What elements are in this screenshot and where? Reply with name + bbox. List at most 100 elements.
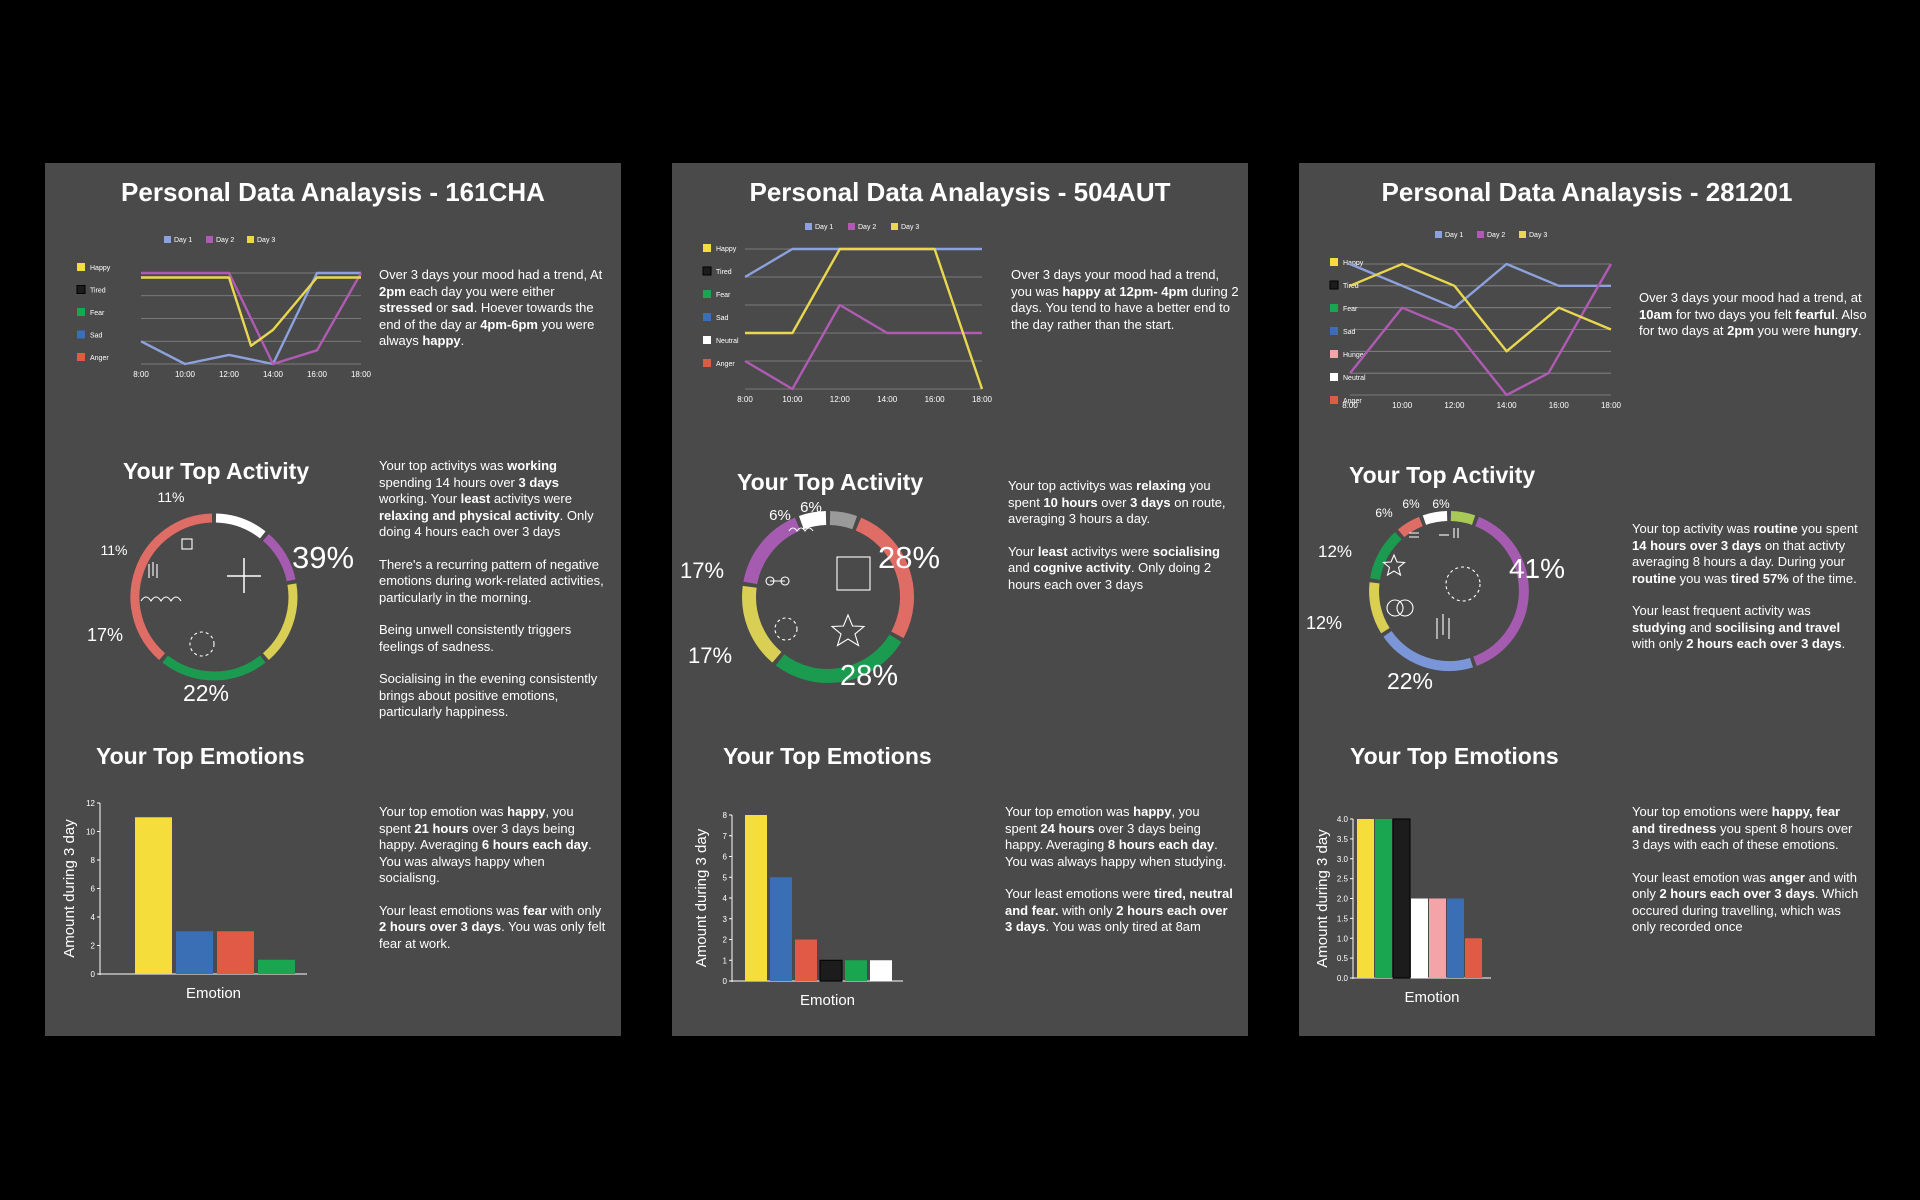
rings-icon: [1386, 599, 1404, 617]
body-text: you were: [1753, 323, 1814, 338]
emotion-bar-chart: 0.0 0.5 1.0 1.5 2.0 2.5 3.0 3.5 4.0 Emotion Amount…: [1314, 815, 1491, 1006]
x-tick-label: 8:00: [133, 370, 149, 379]
highlight-text: working: [507, 458, 557, 473]
donut-percent-label: 6%: [769, 507, 791, 524]
mood-line-chart: 8:00 10:00 12:00 14:00 16:00 18:00 Day 1 Day 2 D…: [76, 236, 372, 379]
y-tick-label: 3.0: [1337, 855, 1349, 864]
equals-icon: [1409, 532, 1419, 538]
category-swatch: [1330, 350, 1338, 358]
legend-swatch: [164, 236, 171, 243]
category-swatch: [77, 263, 85, 271]
summary-paragraph: Your top activity was routine you spent …: [1632, 521, 1860, 587]
y-tick-label: 0.5: [1337, 954, 1349, 963]
donut-segment: [775, 634, 902, 684]
bar-fear: [845, 960, 867, 981]
category-swatch: [77, 353, 85, 361]
highlight-text: happy, fear and tiredness: [1632, 804, 1841, 836]
series-line-day-2: [1349, 263, 1613, 397]
category-label: Neutral: [1343, 375, 1366, 382]
y-tick-label: 8: [91, 856, 96, 865]
donut-percent-label: 28%: [878, 540, 940, 575]
x-tick-label: 12:00: [219, 370, 240, 379]
bar-tired: [1392, 818, 1411, 979]
x-tick-label: 8:00: [737, 395, 753, 404]
body-text: over: [1097, 494, 1131, 510]
bar-happy: [135, 817, 172, 974]
series-line-day-3: [141, 276, 361, 348]
emotions-heading: Your Top Emotions: [723, 743, 932, 769]
highlight-text: anger: [1769, 869, 1805, 885]
category-label: Sad: [716, 315, 729, 322]
body-text: , you spent: [379, 804, 574, 836]
summary-paragraph: Your top emotion was happy, you spent 24…: [1005, 804, 1233, 870]
body-text: with only: [1058, 902, 1117, 918]
highlight-text: 2 hours each over 3 days: [1659, 886, 1815, 901]
x-tick-label: 10:00: [782, 395, 803, 404]
donut-segment: [743, 517, 801, 585]
bar-fear: [1375, 819, 1392, 978]
body-text: working. Your: [379, 491, 461, 506]
category-swatch: [703, 244, 711, 252]
highlight-text: sad: [451, 300, 474, 315]
rings-icon: [1396, 599, 1414, 617]
body-text: with only: [1632, 636, 1687, 651]
summary-paragraph: There's a recurring pattern of negative …: [379, 557, 607, 607]
category-swatch: [77, 308, 85, 316]
donut-segment: [1370, 532, 1402, 581]
bar-happy: [745, 815, 767, 981]
x-tick-label: 10:00: [1392, 401, 1413, 410]
activity-heading: Your Top Activity: [737, 469, 924, 495]
y-axis-label: Amount during 3 day: [61, 819, 78, 958]
y-tick-label: 2: [723, 936, 728, 945]
category-label: Sad: [1343, 329, 1356, 336]
dashed-circle-icon: [189, 631, 215, 657]
activity-donut: 6% 6% 6% 12% 41% 12% 22%: [1306, 497, 1565, 694]
category-label: Fear: [716, 292, 731, 299]
highlight-text: fear: [523, 902, 547, 918]
highlight-text: 4pm-6pm: [480, 316, 538, 332]
body-text: .: [1841, 636, 1846, 651]
summary-paragraph: Your least emotions was fear with only 2…: [379, 903, 607, 953]
x-tick-label: 12:00: [1444, 401, 1465, 410]
panel-title: Personal Data Analaysis - 281201: [1381, 177, 1793, 207]
highlight-text: least: [1037, 543, 1068, 559]
highlight-text: tired, neutral and fear.: [1005, 886, 1233, 918]
y-tick-label: 6: [91, 885, 96, 894]
legend-label: Day 3: [901, 224, 919, 231]
highlight-text: tired 57%: [1730, 570, 1789, 586]
donut-segment: [130, 513, 213, 660]
body-text: with only: [546, 902, 602, 918]
summary-paragraph: Your least frequent activity was studyin…: [1632, 603, 1860, 653]
highlight-text: stressed: [379, 300, 433, 315]
highlight-text: 2 hours over 3 days: [379, 919, 502, 934]
donut-percent-label: 22%: [183, 680, 229, 706]
category-label: Happy: [1343, 260, 1364, 267]
legend-label: Day 2: [1487, 232, 1505, 239]
donut-percent-label: 17%: [680, 558, 724, 583]
summary-paragraph: Over 3 days your mood had a trend, At 2p…: [379, 267, 607, 350]
dashed-circle-icon: [1445, 566, 1481, 602]
mood-summary-text: Over 3 days your mood had a trend, you w…: [1011, 267, 1239, 349]
legend-swatch: [247, 236, 254, 243]
star-icon: [1382, 553, 1406, 577]
legend-label: Day 1: [1445, 232, 1463, 239]
body-text: . You was always happy when studying.: [1005, 837, 1227, 869]
category-label: Fear: [90, 310, 105, 317]
square-icon: [181, 538, 193, 550]
body-text: over 3 days being happy. Averaging: [1005, 820, 1201, 853]
summary-paragraph: Your least emotion was anger and with on…: [1632, 870, 1860, 936]
legend-label: Day 2: [216, 237, 234, 244]
x-tick-label: 18:00: [1601, 401, 1622, 410]
donut-percent-label: 17%: [688, 643, 732, 668]
donut-segment: [742, 585, 782, 663]
donut-segment: [215, 513, 266, 539]
highlight-text: routine: [1632, 570, 1677, 586]
y-tick-label: 4.0: [1337, 815, 1349, 824]
x-tick-label: 16:00: [1549, 401, 1570, 410]
donut-percent-label: 6%: [800, 499, 822, 516]
bar-tired: [819, 959, 843, 982]
donut-segment: [1397, 516, 1423, 538]
mood-line-chart: 8:00 10:00 12:00 14:00 16:00 18:00 Day 1 Day 2 D…: [702, 223, 993, 404]
category-swatch: [1330, 258, 1338, 266]
summary-paragraph: Over 3 days your mood had a trend, at 10…: [1639, 290, 1867, 340]
